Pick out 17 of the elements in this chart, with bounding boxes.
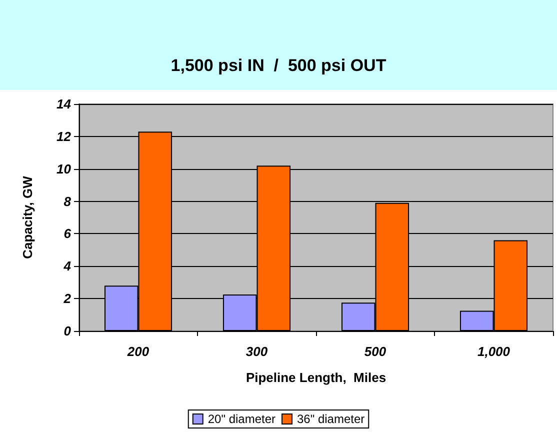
y-tick-label: 6 xyxy=(64,226,72,242)
y-tick-label: 14 xyxy=(56,96,72,112)
y-tick-label: 0 xyxy=(64,324,72,338)
x-tick-label: 200 xyxy=(126,344,150,359)
y-axis-title: Capacity, GW xyxy=(20,175,35,259)
y-tick-label: 8 xyxy=(64,194,72,209)
legend-label: 20" diameter xyxy=(208,412,276,426)
y-tick-label: 2 xyxy=(62,291,72,306)
x-tick-label: 300 xyxy=(246,344,268,359)
chart-title: 1,500 psi IN / 500 psi OUT xyxy=(170,56,387,75)
y-tick-label: 12 xyxy=(56,128,72,144)
x-axis-title: Pipeline Length, Miles xyxy=(246,370,386,385)
y-tick-label: 10 xyxy=(56,161,72,176)
y-tick-label: 4 xyxy=(62,258,72,274)
legend-label: 36" diameter xyxy=(297,412,365,426)
x-tick-label: 500 xyxy=(364,344,387,359)
x-tick-label: 1,000 xyxy=(477,344,511,359)
